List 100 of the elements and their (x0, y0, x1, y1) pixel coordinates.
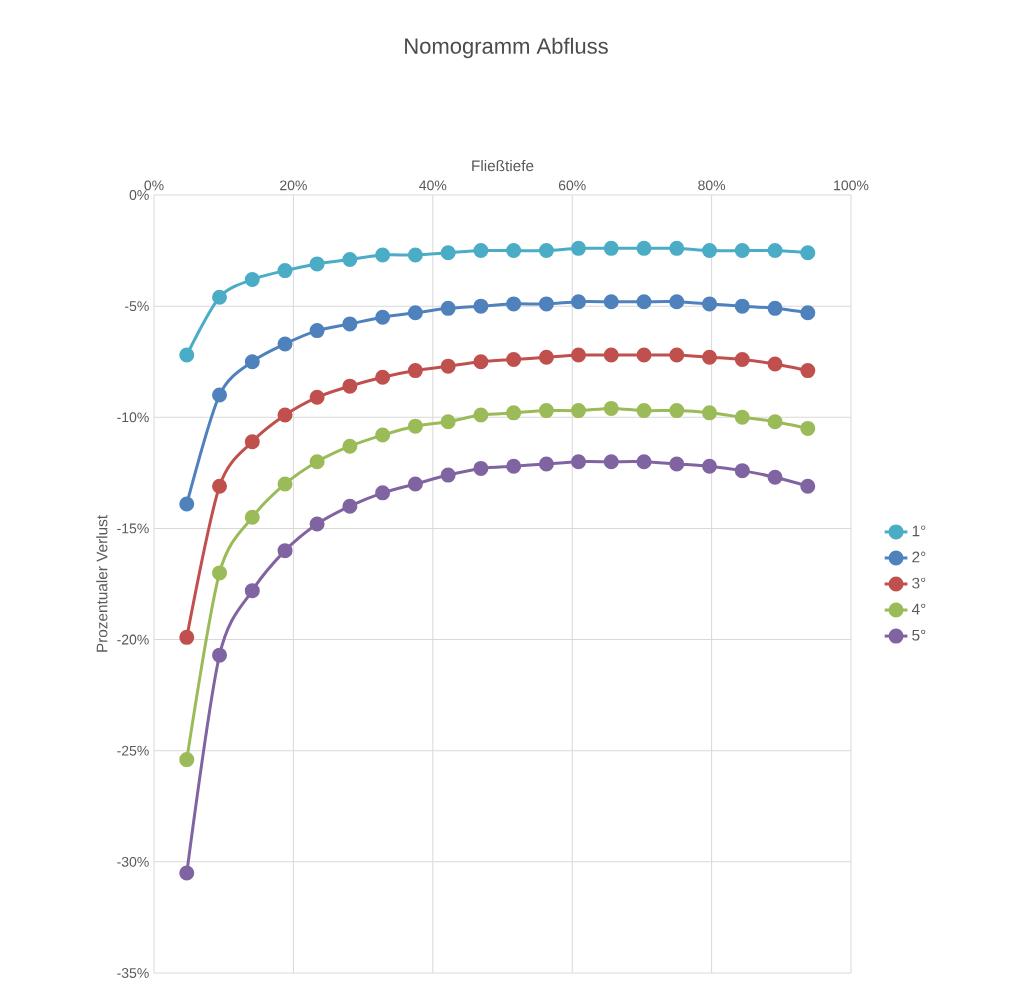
point (570, 240, 586, 256)
point (636, 403, 652, 419)
point (603, 240, 619, 256)
point (212, 289, 228, 305)
point (244, 509, 260, 525)
point (603, 454, 619, 470)
y-tick-label: -15% (117, 523, 149, 534)
point (506, 458, 522, 474)
point (375, 309, 391, 325)
point (179, 752, 195, 768)
point (800, 420, 816, 436)
point (570, 294, 586, 310)
x-tick-label: 0% (144, 180, 164, 191)
point (734, 463, 750, 479)
point (570, 454, 586, 470)
point (244, 271, 260, 287)
point (342, 316, 358, 332)
point (244, 434, 260, 450)
point (244, 583, 260, 599)
y-tick-label: -30% (117, 856, 149, 867)
point (277, 407, 293, 423)
point (375, 247, 391, 263)
point (538, 243, 554, 259)
point (277, 543, 293, 559)
legend-label: 1° (912, 525, 926, 537)
point (244, 354, 260, 370)
point (309, 454, 325, 470)
point (734, 409, 750, 425)
point (440, 300, 456, 316)
point (767, 414, 783, 430)
point (702, 458, 718, 474)
point (473, 460, 489, 476)
y-tick-label: -35% (117, 968, 149, 978)
point (636, 454, 652, 470)
y-tick-label: -20% (117, 634, 149, 645)
point (212, 387, 228, 403)
point (506, 405, 522, 421)
point (767, 243, 783, 259)
x-tick-label: 60% (558, 180, 586, 191)
point (407, 247, 423, 263)
point (179, 629, 195, 645)
point (603, 347, 619, 363)
point (702, 349, 718, 365)
point (570, 403, 586, 419)
y-tick-label: 0% (129, 190, 149, 200)
point (277, 263, 293, 279)
point (342, 251, 358, 267)
point (702, 243, 718, 259)
point (440, 467, 456, 483)
point (277, 336, 293, 352)
point (538, 456, 554, 472)
point (767, 469, 783, 485)
point (375, 369, 391, 385)
x-axis-title: Fließtiefe (472, 159, 534, 172)
legend-label: 4° (911, 603, 926, 615)
y-tick-label: -5% (125, 301, 149, 312)
point (800, 478, 816, 494)
point (342, 378, 358, 394)
point (636, 240, 652, 256)
y-axis-title: Prozentualer Verlust (96, 515, 108, 652)
point (603, 294, 619, 310)
chart-title: Nomogramm Abfluss (405, 37, 608, 59)
point (277, 476, 293, 492)
point (734, 351, 750, 367)
point (342, 498, 358, 514)
point (603, 400, 619, 416)
point (473, 407, 489, 423)
point (440, 358, 456, 374)
point (309, 516, 325, 532)
point (636, 294, 652, 310)
point (767, 300, 783, 316)
point (179, 496, 195, 512)
x-tick-label: 100% (834, 180, 869, 191)
point (440, 245, 456, 261)
point (473, 354, 489, 370)
point (669, 403, 685, 419)
x-tick-label: 40% (419, 180, 447, 191)
point (538, 349, 554, 365)
point (407, 305, 423, 321)
point (734, 243, 750, 259)
point (473, 298, 489, 314)
point (375, 427, 391, 443)
point (375, 485, 391, 501)
point (669, 456, 685, 472)
point (309, 323, 325, 339)
point (506, 296, 522, 312)
point (506, 243, 522, 259)
point (669, 347, 685, 363)
point (212, 478, 228, 494)
legend-label: 3° (912, 577, 926, 589)
point (570, 347, 586, 363)
y-tick-label: -10% (117, 412, 149, 423)
point (669, 240, 685, 256)
x-tick-label: 20% (280, 180, 307, 191)
point (702, 405, 718, 421)
y-tick-label: -25% (117, 745, 149, 756)
legend-label: 5° (912, 629, 926, 641)
point (669, 294, 685, 310)
point (734, 298, 750, 314)
point (407, 476, 423, 492)
